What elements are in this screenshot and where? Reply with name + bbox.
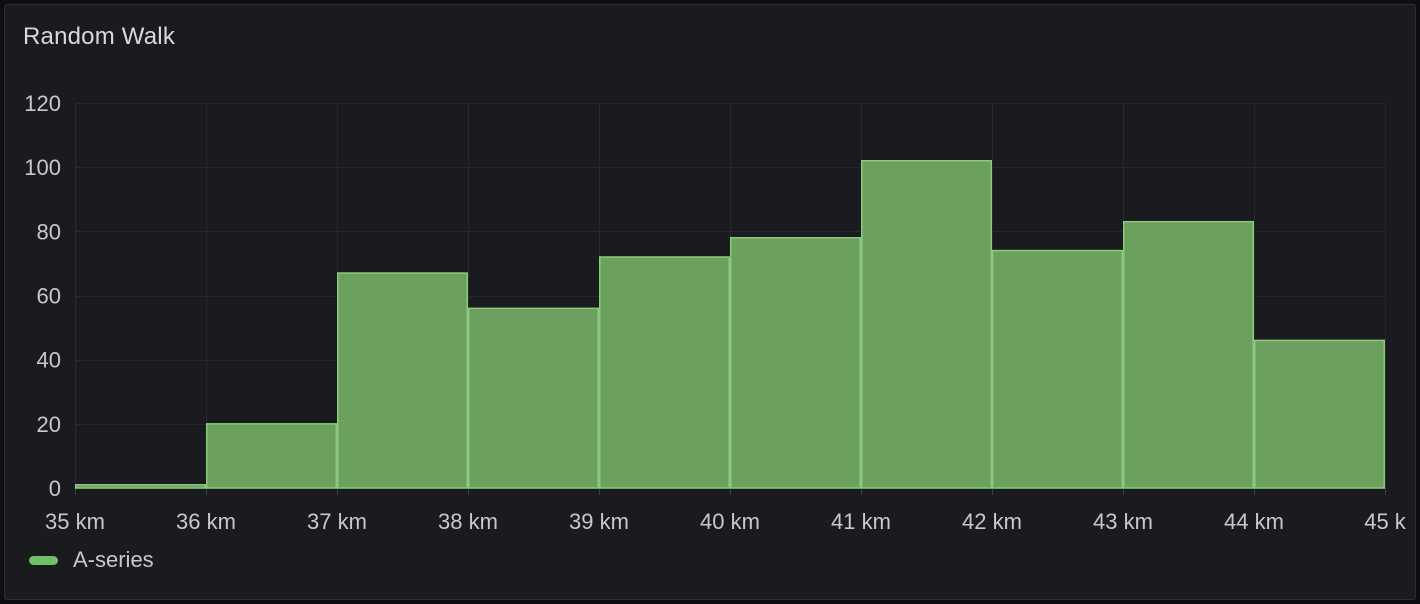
y-tick-label: 20: [37, 412, 61, 437]
x-tick-label: 39 km: [569, 509, 629, 534]
legend: A-series: [29, 545, 154, 575]
histogram-bar[interactable]: [730, 237, 861, 489]
x-tick-label: 35 km: [45, 509, 105, 534]
histogram-bar[interactable]: [1123, 220, 1254, 489]
x-tick-label: 37 km: [307, 509, 367, 534]
legend-item-a-series[interactable]: A-series: [29, 547, 154, 573]
histogram-bar[interactable]: [861, 160, 992, 489]
histogram-bar[interactable]: [992, 249, 1123, 489]
grafana-panel: Random Walk 35 km 36 km 37 km 38 km 39 km 40 …: [4, 4, 1416, 600]
histogram-bar[interactable]: [206, 423, 337, 489]
histogram-bar[interactable]: [75, 484, 206, 489]
y-tick-label: 40: [37, 348, 61, 373]
y-tick-label: 120: [24, 91, 61, 116]
histogram-bar[interactable]: [599, 256, 730, 489]
x-tick-label: 44 km: [1224, 509, 1284, 534]
y-tick-label: 60: [37, 284, 61, 309]
x-tick-label: 42 km: [962, 509, 1022, 534]
x-tick-label: 45 k: [1364, 509, 1407, 534]
y-tick-label: 80: [37, 219, 61, 244]
histogram-bar[interactable]: [468, 307, 599, 489]
x-tick-label: 38 km: [438, 509, 498, 534]
y-tick-label: 100: [24, 155, 61, 180]
x-tick-label: 43 km: [1093, 509, 1153, 534]
series-color-swatch: [29, 555, 58, 565]
y-tick-label: 0: [49, 476, 61, 501]
legend-label: A-series: [73, 547, 154, 572]
histogram-chart[interactable]: 35 km 36 km 37 km 38 km 39 km 40 km 41 km 42 km…: [5, 5, 1415, 599]
x-tick-label: 36 km: [176, 509, 236, 534]
panel-title[interactable]: Random Walk: [23, 23, 176, 50]
x-tick-label: 41 km: [831, 509, 891, 534]
histogram-bar[interactable]: [337, 272, 468, 489]
histogram-bar[interactable]: [1254, 339, 1385, 489]
x-tick-label: 40 km: [700, 509, 760, 534]
